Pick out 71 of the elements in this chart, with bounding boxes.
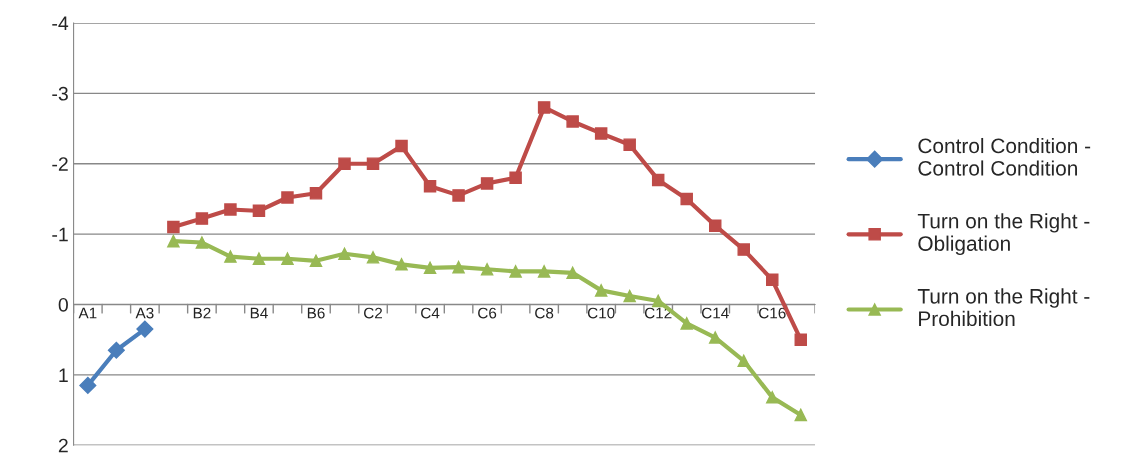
point bbox=[651, 294, 665, 308]
x-tick-label: C16 bbox=[759, 307, 786, 319]
point bbox=[195, 236, 209, 249]
point bbox=[594, 284, 608, 297]
point bbox=[309, 187, 323, 200]
point bbox=[680, 317, 693, 330]
point bbox=[623, 289, 636, 303]
point bbox=[252, 204, 266, 218]
x-tick-label: A1 bbox=[78, 307, 97, 319]
point bbox=[594, 127, 608, 140]
y-tick-label: -1 bbox=[52, 227, 68, 242]
point bbox=[708, 219, 722, 232]
point bbox=[480, 177, 494, 190]
y-tick-label: 0 bbox=[58, 297, 68, 312]
point bbox=[195, 212, 209, 225]
point bbox=[737, 354, 750, 368]
point bbox=[395, 258, 408, 271]
point bbox=[423, 179, 437, 193]
y-tick-label: 1 bbox=[59, 368, 68, 382]
point bbox=[224, 203, 237, 216]
point bbox=[651, 173, 665, 187]
x-tick-label: C8 bbox=[535, 307, 554, 319]
point bbox=[537, 265, 551, 278]
point bbox=[766, 273, 779, 287]
point bbox=[480, 263, 494, 276]
point bbox=[338, 247, 351, 261]
x-tick-label: C6 bbox=[478, 307, 497, 319]
x-tick-label: B2 bbox=[193, 307, 211, 319]
point bbox=[167, 220, 180, 234]
point bbox=[281, 191, 294, 204]
point bbox=[680, 192, 693, 206]
point bbox=[737, 243, 750, 256]
point bbox=[79, 376, 97, 394]
point bbox=[366, 251, 380, 264]
point bbox=[509, 265, 522, 278]
point bbox=[167, 234, 180, 248]
point bbox=[794, 333, 808, 346]
point bbox=[423, 261, 437, 275]
legend-label: Turn on the Right - Prohibition bbox=[917, 288, 1090, 327]
point bbox=[566, 115, 579, 128]
point bbox=[252, 252, 266, 265]
y-tick-label: -4 bbox=[52, 16, 69, 30]
x-tick-label: A3 bbox=[135, 307, 154, 319]
point bbox=[452, 189, 465, 202]
point bbox=[794, 408, 808, 422]
legend-label: Control Condition - Control Condition bbox=[918, 137, 1091, 176]
x-tick-label: B6 bbox=[307, 307, 325, 319]
point bbox=[107, 341, 125, 359]
point bbox=[766, 391, 779, 404]
y-tick-label: -2 bbox=[52, 157, 68, 171]
point bbox=[452, 260, 465, 274]
point bbox=[309, 254, 323, 268]
y-tick-label: 2 bbox=[58, 438, 68, 453]
y-tick-label: -3 bbox=[52, 86, 68, 101]
point bbox=[708, 331, 722, 344]
point bbox=[224, 250, 237, 263]
point bbox=[136, 320, 154, 338]
point bbox=[509, 171, 522, 185]
x-tick-label: C14 bbox=[701, 307, 729, 319]
point bbox=[366, 157, 380, 170]
legend-label: Turn on the Right - Obligation bbox=[917, 213, 1090, 256]
point bbox=[537, 101, 551, 114]
point bbox=[395, 139, 408, 153]
point bbox=[281, 252, 294, 265]
x-tick-label: C10 bbox=[587, 307, 615, 319]
x-tick-label: B4 bbox=[250, 307, 268, 319]
x-tick-label: C2 bbox=[364, 307, 383, 319]
point bbox=[566, 266, 579, 280]
point bbox=[623, 138, 636, 151]
point bbox=[338, 157, 351, 170]
x-tick-label: C4 bbox=[421, 307, 440, 319]
